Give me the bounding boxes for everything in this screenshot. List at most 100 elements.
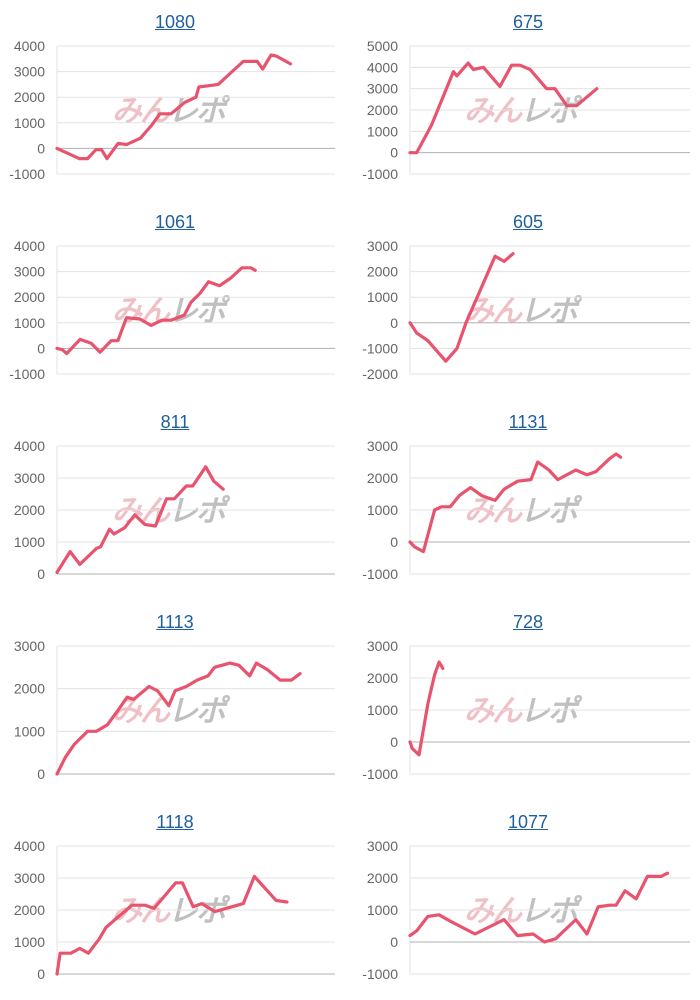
y-tick-label: 3000 (367, 638, 398, 654)
chart-title-link[interactable]: 1118 (156, 812, 194, 832)
line-chart: 4000 3000 2000 1000 0 (14, 438, 335, 582)
chart-panel: 811 みんレポ 4000 3000 2000 1000 0 (0, 400, 350, 600)
watermark-logo: みんレポ (464, 486, 578, 530)
y-tick-label: -2000 (362, 366, 398, 382)
y-tick-label: 2000 (367, 102, 398, 118)
y-tick-label: 1000 (367, 902, 398, 918)
chart-panel: 1118 みんレポ 4000 3000 2000 1000 0 (0, 800, 350, 1000)
y-tick-label: 1000 (14, 934, 45, 950)
data-series-line (408, 871, 670, 944)
y-tick-label: 1000 (367, 702, 398, 718)
y-tick-label: 3000 (14, 638, 45, 654)
watermark-part2: レポ (520, 95, 578, 128)
line-chart: 3000 2000 1000 0 -1000 -2000 (362, 238, 690, 382)
line-chart: 4000 3000 2000 1000 0 -1000 (9, 238, 335, 382)
y-tick-label: 3000 (14, 470, 45, 486)
y-tick-label: 1000 (14, 534, 45, 550)
chart-title-link[interactable]: 1131 (508, 412, 548, 432)
y-tick-label: -1000 (362, 166, 398, 182)
y-tick-label: 4000 (14, 238, 45, 254)
chart-panel: 728 みんレポ 3000 2000 1000 0 -1000 (350, 600, 700, 800)
chart-title-link[interactable]: 1077 (507, 812, 549, 832)
chart-panel: 605 みんレポ 3000 2000 1000 0 -1000 -2000 (350, 200, 700, 400)
line-chart: 3000 2000 1000 0 -1000 (362, 638, 690, 782)
line-chart: 3000 2000 1000 0 (14, 638, 335, 782)
line-chart: 3000 2000 1000 0 -1000 (362, 838, 690, 982)
watermark-logo: みんレポ (464, 86, 578, 130)
data-series-line (55, 661, 302, 776)
watermark-part1: みん (464, 695, 522, 728)
chart-panel: 1080 みんレポ 4000 3000 2000 1000 0 -1000 (0, 0, 350, 200)
y-tick-label: 0 (37, 140, 45, 156)
chart-title-link[interactable]: 811 (160, 412, 190, 432)
chart-title-link[interactable]: 1080 (154, 12, 196, 32)
y-tick-label: 1000 (14, 315, 45, 331)
watermark-part2: レポ (168, 695, 226, 728)
y-tick-label: 2000 (14, 902, 45, 918)
y-tick-label: 3000 (14, 870, 45, 886)
chart-title-link[interactable]: 605 (512, 212, 544, 232)
chart-title-link[interactable]: 1061 (154, 212, 196, 232)
y-tick-label: -1000 (9, 366, 45, 382)
watermark-logo: みんレポ (464, 886, 578, 930)
y-tick-label: 4000 (14, 838, 45, 854)
watermark-part1: みん (464, 95, 522, 128)
data-series-line (55, 53, 293, 161)
chart-panel: 675 みんレポ 5000 4000 3000 2000 1000 0 -1000 (350, 0, 700, 200)
watermark-part2: レポ (520, 495, 578, 528)
y-tick-label: 0 (37, 966, 45, 982)
chart-title-link[interactable]: 1113 (156, 612, 194, 632)
y-tick-label: 1000 (367, 289, 398, 305)
y-tick-label: 0 (390, 145, 398, 161)
y-tick-label: 5000 (367, 38, 398, 54)
y-tick-label: 2000 (14, 681, 45, 697)
y-tick-label: -1000 (362, 766, 398, 782)
y-tick-label: -1000 (9, 166, 45, 182)
line-chart: 5000 4000 3000 2000 1000 0 -1000 (362, 38, 690, 182)
y-tick-label: 2000 (367, 470, 398, 486)
line-chart: 4000 3000 2000 1000 0 -1000 (9, 38, 335, 182)
y-tick-label: 4000 (14, 438, 45, 454)
chart-title-link[interactable]: 675 (512, 12, 544, 32)
chart-panel: 1077 みんレポ 3000 2000 1000 0 -1000 (350, 800, 700, 1000)
y-tick-label: 3000 (14, 264, 45, 280)
data-series-line (408, 660, 445, 757)
chart-panel: 1061 みんレポ 4000 3000 2000 1000 0 -1000 (0, 200, 350, 400)
data-series-line (408, 252, 515, 363)
y-tick-label: 2000 (367, 264, 398, 280)
y-tick-label: 4000 (14, 38, 45, 54)
y-tick-label: -1000 (362, 340, 398, 356)
y-tick-label: 0 (390, 734, 398, 750)
data-series-line (408, 452, 623, 554)
watermark-part1: みん (112, 695, 170, 728)
y-tick-label: 2000 (14, 502, 45, 518)
y-tick-label: 0 (390, 934, 398, 950)
y-tick-label: 3000 (367, 438, 398, 454)
y-tick-label: 1000 (367, 123, 398, 139)
y-tick-label: 3000 (367, 838, 398, 854)
chart-panel: 1131 みんレポ 3000 2000 1000 0 -1000 (350, 400, 700, 600)
y-tick-label: 3000 (367, 81, 398, 97)
y-tick-label: 0 (390, 315, 398, 331)
y-tick-label: 0 (37, 766, 45, 782)
watermark-logo: みんレポ (112, 686, 226, 730)
chart-title-link[interactable]: 728 (512, 612, 544, 632)
data-series-line (408, 61, 599, 155)
y-tick-label: 0 (37, 340, 45, 356)
watermark-part2: レポ (520, 895, 578, 928)
line-chart: 4000 3000 2000 1000 0 (14, 838, 335, 982)
watermark-part2: レポ (168, 495, 226, 528)
watermark-logo: みんレポ (464, 686, 578, 730)
y-tick-label: 0 (390, 534, 398, 550)
y-tick-label: 0 (37, 566, 45, 582)
y-tick-label: 2000 (367, 870, 398, 886)
chart-panel: 1113 みんレポ 3000 2000 1000 0 (0, 600, 350, 800)
y-tick-label: 1000 (14, 723, 45, 739)
watermark-part1: みん (464, 895, 522, 928)
y-tick-label: 3000 (14, 64, 45, 80)
y-tick-label: 3000 (367, 238, 398, 254)
y-tick-label: -1000 (362, 566, 398, 582)
y-tick-label: 4000 (367, 59, 398, 75)
data-series-line (55, 465, 225, 574)
